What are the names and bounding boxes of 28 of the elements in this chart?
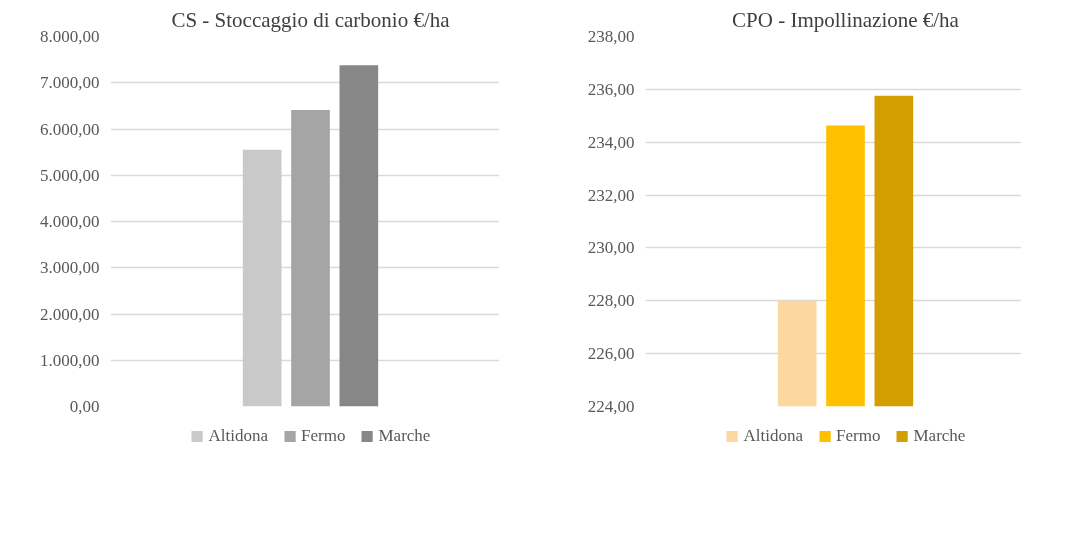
- y-tick-label: 232,00: [587, 185, 635, 205]
- y-tick-label: 2.000,00: [40, 304, 100, 324]
- y-tick-label: 5.000,00: [40, 165, 100, 185]
- chart-title: CS - Stoccaggio di carbonio €/ha: [171, 7, 451, 32]
- y-tick-label: 234,00: [587, 132, 635, 152]
- y-tick-label: 236,00: [587, 79, 635, 99]
- y-tick-label: 1.000,00: [40, 350, 100, 370]
- y-tick-label: 226,00: [587, 344, 635, 364]
- legend-label: Altidona: [208, 426, 269, 446]
- legend-label: Fermo: [301, 426, 346, 446]
- bar: [291, 110, 330, 407]
- legend-label: Altidona: [743, 426, 804, 446]
- bar: [242, 149, 282, 407]
- y-tick-label: 4.000,00: [40, 212, 100, 231]
- y-tick-label: 8.000,00: [40, 27, 100, 46]
- y-tick-label: 228,00: [587, 291, 635, 311]
- y-tick-label: 224,00: [587, 397, 635, 416]
- y-tick-label: 238,00: [587, 27, 635, 46]
- y-tick-label: 7.000,00: [40, 73, 100, 93]
- legend-label: Marche: [378, 426, 431, 446]
- chart-title: CPO - Impollinazione €/ha: [732, 7, 960, 32]
- legend-label: Fermo: [836, 426, 881, 446]
- legend-label: Marche: [913, 426, 966, 446]
- y-tick-label: 230,00: [587, 238, 635, 258]
- y-tick-label: 6.000,00: [40, 119, 100, 139]
- y-tick-label: 0,00: [69, 397, 100, 416]
- bar: [339, 65, 379, 407]
- y-tick-label: 3.000,00: [40, 258, 100, 278]
